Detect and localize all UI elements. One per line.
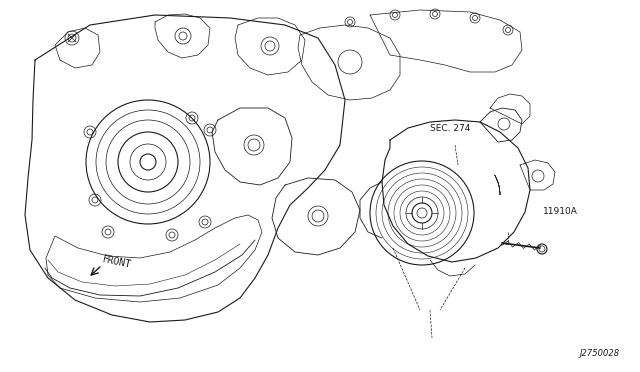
Text: 11910A: 11910A bbox=[543, 207, 578, 216]
Text: FRONT: FRONT bbox=[101, 254, 132, 270]
Text: J2750028: J2750028 bbox=[580, 349, 620, 358]
Text: SEC. 274: SEC. 274 bbox=[430, 124, 470, 133]
